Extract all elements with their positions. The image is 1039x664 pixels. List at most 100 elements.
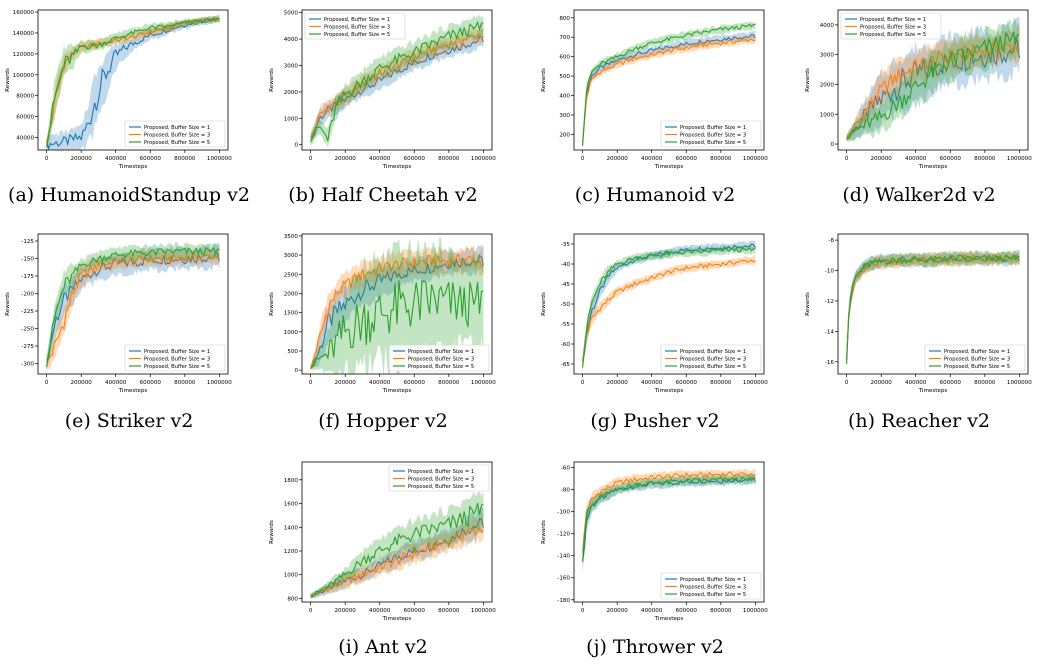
x-tick-label: 0 <box>45 380 49 386</box>
x-tick-label: 0 <box>581 380 585 386</box>
x-tick-label: 1000000 <box>743 380 768 386</box>
legend: Proposed, Buffer Size = 1 Proposed, Buffe… <box>660 120 762 148</box>
legend-label-2: Proposed, Buffer Size = 3 <box>144 357 210 363</box>
x-tick-label: 200000 <box>871 380 893 386</box>
x-tick-label: 600000 <box>404 156 426 162</box>
x-tick-label: 600000 <box>140 156 162 162</box>
y-tick-label: 1000 <box>284 116 299 122</box>
y-tick-label: 3000 <box>820 53 835 59</box>
legend-label-1: Proposed, Buffer Size = 1 <box>408 349 474 355</box>
legend-label-2: Proposed, Buffer Size = 3 <box>408 357 474 363</box>
legend-label-1: Proposed, Buffer Size = 1 <box>860 17 926 23</box>
y-tick-label: -80 <box>561 488 571 494</box>
caption-humanoidstandup: (a) HumanoidStandup v2 <box>8 184 250 206</box>
y-tick-label: 600 <box>559 55 570 61</box>
legend: Proposed, Buffer Size = 1 Proposed, Buffe… <box>124 344 226 372</box>
series-band-3 <box>46 242 220 372</box>
series-band-2 <box>582 468 756 565</box>
legend-box <box>304 12 406 40</box>
caption-reacher: (h) Reacher v2 <box>847 410 991 432</box>
series-line-2 <box>582 471 756 553</box>
chart-thrower: 0 200000 400000 600000 800000 1000000 -60 -80 -1… <box>541 461 768 622</box>
series-line-3 <box>46 246 220 367</box>
y-tick-label: -100 <box>557 510 570 516</box>
legend-label-3: Proposed, Buffer Size = 5 <box>680 364 746 370</box>
legend: Proposed, Buffer Size = 1 Proposed, Buffe… <box>124 120 226 148</box>
x-tick-label: 1000000 <box>743 608 768 614</box>
legend-label-2: Proposed, Buffer Size = 3 <box>680 357 746 363</box>
series-band-3 <box>846 18 1020 143</box>
series-line-3 <box>310 502 484 598</box>
x-tick-label: 600000 <box>404 608 426 614</box>
series-band-3 <box>310 14 484 148</box>
legend-label-1: Proposed, Buffer Size = 1 <box>680 349 746 355</box>
y-tick-label: 4000 <box>820 23 835 29</box>
y-tick-label: -180 <box>557 598 570 604</box>
x-axis-label: Timesteps <box>382 164 412 170</box>
x-tick-label: 1000000 <box>207 380 232 386</box>
x-axis-label: Timesteps <box>654 164 684 170</box>
series-line-1 <box>310 254 484 369</box>
legend-box <box>660 572 762 600</box>
legend-box <box>124 120 226 148</box>
y-tick-label: 100000 <box>13 73 35 79</box>
y-axis-label: Rewards <box>269 292 275 316</box>
y-tick-label: 140000 <box>13 31 35 37</box>
legend-label-1: Proposed, Buffer Size = 1 <box>680 577 746 583</box>
series-band-2 <box>846 250 1020 366</box>
y-tick-label: 800 <box>287 596 298 602</box>
y-axis-label: Rewards <box>541 292 547 316</box>
series-band-1 <box>310 28 484 143</box>
y-tick-label: 2000 <box>284 291 299 297</box>
legend-label-2: Proposed, Buffer Size = 3 <box>860 25 926 31</box>
legend-label-3: Proposed, Buffer Size = 5 <box>680 592 746 598</box>
y-tick-label: 400 <box>559 94 570 100</box>
x-axis-label: Timesteps <box>918 164 948 170</box>
y-tick-label: 40000 <box>16 135 34 141</box>
y-tick-label: 3000 <box>284 253 299 259</box>
axes-frame <box>301 233 493 375</box>
legend: Proposed, Buffer Size = 1 Proposed, Buffe… <box>388 464 490 492</box>
x-tick-label: 0 <box>581 608 585 614</box>
plot-area <box>46 242 220 372</box>
x-axis-label: Timesteps <box>118 388 148 394</box>
legend-label-1: Proposed, Buffer Size = 1 <box>680 125 746 131</box>
y-tick-label: 2000 <box>284 90 299 96</box>
chart-reacher: 0 200000 400000 600000 800000 1000000 -8 -10 -12… <box>805 233 1032 394</box>
chart-humanoid: 0 200000 400000 600000 800000 1000000 200 300 40… <box>541 9 768 170</box>
axes-frame <box>573 9 765 151</box>
y-tick-label: -8 <box>828 238 834 244</box>
legend: Proposed, Buffer Size = 1 Proposed, Buffe… <box>924 344 1026 372</box>
caption-ant: (i) Ant v2 <box>338 636 428 658</box>
x-tick-label: 400000 <box>641 156 663 162</box>
legend: Proposed, Buffer Size = 1 Proposed, Buffe… <box>660 572 762 600</box>
series-line-1 <box>846 36 1020 140</box>
caption-walker2d: (d) Walker2d v2 <box>842 184 996 206</box>
plot-area <box>310 490 484 599</box>
series-line-3 <box>46 17 220 148</box>
y-axis-label: Rewards <box>269 520 275 544</box>
x-axis-label: Timesteps <box>382 388 412 394</box>
y-tick-label: 800 <box>559 16 570 22</box>
y-axis-label: Rewards <box>5 68 11 92</box>
legend-label-2: Proposed, Buffer Size = 3 <box>324 25 390 31</box>
axes-frame <box>37 233 229 375</box>
y-axis-label: Rewards <box>541 68 547 92</box>
legend-label-1: Proposed, Buffer Size = 1 <box>324 17 390 23</box>
series-line-1 <box>46 251 220 361</box>
y-tick-label: 500 <box>559 74 570 80</box>
y-tick-label: 60000 <box>16 115 34 121</box>
legend: Proposed, Buffer Size = 1 Proposed, Buffe… <box>388 344 490 372</box>
legend-label-1: Proposed, Buffer Size = 1 <box>144 349 210 355</box>
legend-label-2: Proposed, Buffer Size = 3 <box>408 477 474 483</box>
y-tick-label: -160 <box>557 576 570 582</box>
y-tick-label: -200 <box>21 292 34 298</box>
plot-area <box>582 240 756 373</box>
x-tick-label: 600000 <box>140 380 162 386</box>
legend-label-3: Proposed, Buffer Size = 5 <box>860 32 926 38</box>
legend-label-3: Proposed, Buffer Size = 5 <box>680 140 746 146</box>
series-band-1 <box>846 16 1020 142</box>
x-tick-label: 1000000 <box>1007 380 1032 386</box>
y-tick-label: 5000 <box>284 11 299 17</box>
caption-thrower: (j) Thrower v2 <box>586 636 724 658</box>
